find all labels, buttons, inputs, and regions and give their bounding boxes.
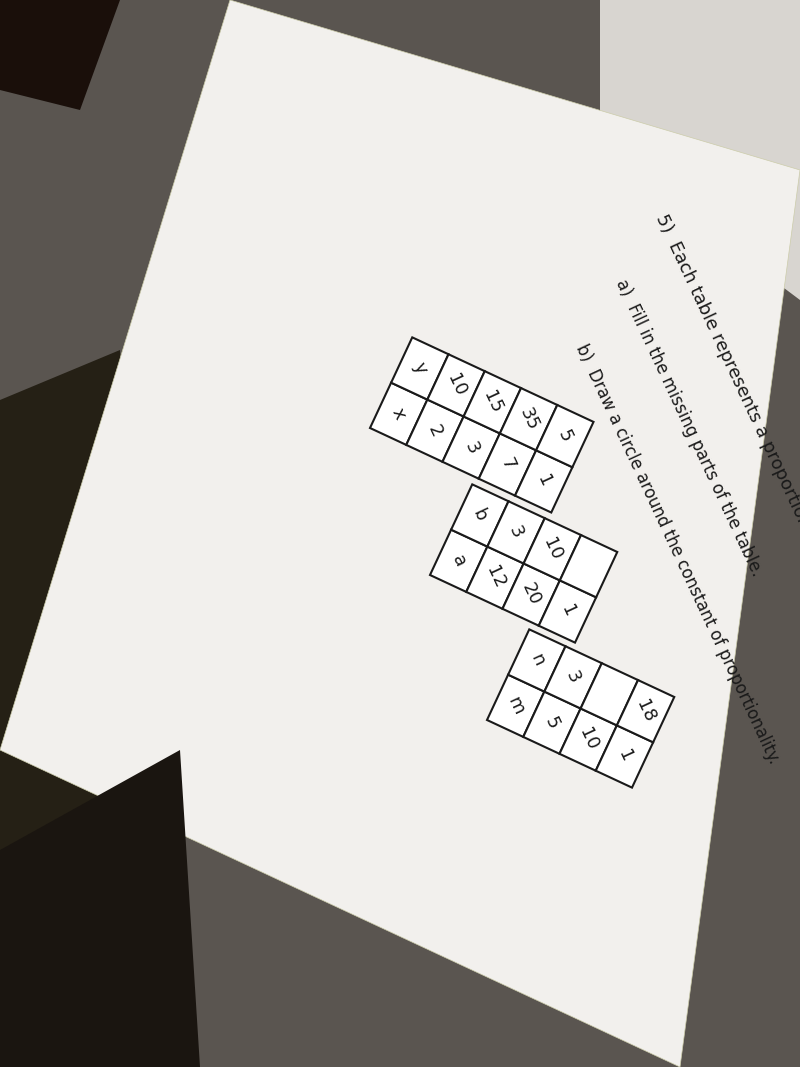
Polygon shape bbox=[430, 529, 487, 592]
Polygon shape bbox=[560, 535, 618, 598]
Polygon shape bbox=[544, 647, 602, 708]
Text: a)  Fill in the missing parts of the table.: a) Fill in the missing parts of the tabl… bbox=[612, 276, 766, 579]
Polygon shape bbox=[538, 580, 596, 642]
Text: 20: 20 bbox=[518, 580, 544, 608]
Text: 35: 35 bbox=[515, 405, 542, 433]
Text: 1: 1 bbox=[614, 748, 635, 765]
Text: x: x bbox=[388, 405, 409, 423]
Text: 2: 2 bbox=[424, 421, 446, 440]
Text: 10: 10 bbox=[539, 536, 566, 563]
Text: 3: 3 bbox=[461, 439, 482, 457]
Polygon shape bbox=[0, 350, 150, 1000]
Polygon shape bbox=[500, 388, 558, 450]
Text: 10: 10 bbox=[575, 726, 601, 753]
Polygon shape bbox=[442, 416, 500, 479]
Polygon shape bbox=[478, 433, 536, 495]
Polygon shape bbox=[391, 337, 449, 399]
Text: 15: 15 bbox=[479, 388, 506, 416]
Polygon shape bbox=[0, 750, 200, 1067]
Text: 3: 3 bbox=[506, 524, 526, 541]
Polygon shape bbox=[451, 484, 509, 546]
Polygon shape bbox=[523, 691, 581, 753]
Text: a: a bbox=[448, 552, 469, 570]
Polygon shape bbox=[536, 405, 594, 467]
Text: 5)  Each table represents a proportional relationship.  (From Unit 2 Lesson 2): 5) Each table represents a proportional … bbox=[652, 211, 800, 847]
Text: 5: 5 bbox=[554, 427, 575, 445]
Polygon shape bbox=[370, 383, 427, 445]
Polygon shape bbox=[581, 664, 638, 726]
Polygon shape bbox=[600, 0, 800, 300]
Polygon shape bbox=[0, 0, 120, 110]
Text: 1: 1 bbox=[557, 603, 578, 621]
Text: b: b bbox=[470, 507, 490, 525]
Text: 3: 3 bbox=[562, 668, 584, 686]
Text: 18: 18 bbox=[633, 697, 658, 726]
Polygon shape bbox=[617, 680, 674, 743]
Polygon shape bbox=[487, 501, 545, 563]
Text: m: m bbox=[504, 694, 527, 717]
Text: 1: 1 bbox=[533, 473, 554, 491]
Text: 7: 7 bbox=[497, 456, 518, 474]
Polygon shape bbox=[502, 563, 560, 625]
Polygon shape bbox=[596, 726, 653, 787]
Polygon shape bbox=[406, 399, 464, 462]
Polygon shape bbox=[508, 630, 566, 691]
Text: 12: 12 bbox=[482, 563, 508, 592]
Text: 10: 10 bbox=[443, 371, 469, 399]
Text: n: n bbox=[526, 652, 547, 669]
Text: 5: 5 bbox=[542, 714, 562, 732]
Polygon shape bbox=[487, 674, 544, 737]
Polygon shape bbox=[524, 519, 581, 580]
Polygon shape bbox=[559, 708, 617, 770]
Polygon shape bbox=[427, 354, 485, 416]
Text: b)  Draw a circle around the constant of proportionality.: b) Draw a circle around the constant of … bbox=[572, 341, 783, 766]
Polygon shape bbox=[464, 371, 521, 433]
Polygon shape bbox=[466, 546, 524, 609]
Polygon shape bbox=[515, 450, 572, 512]
Text: y: y bbox=[410, 360, 430, 377]
